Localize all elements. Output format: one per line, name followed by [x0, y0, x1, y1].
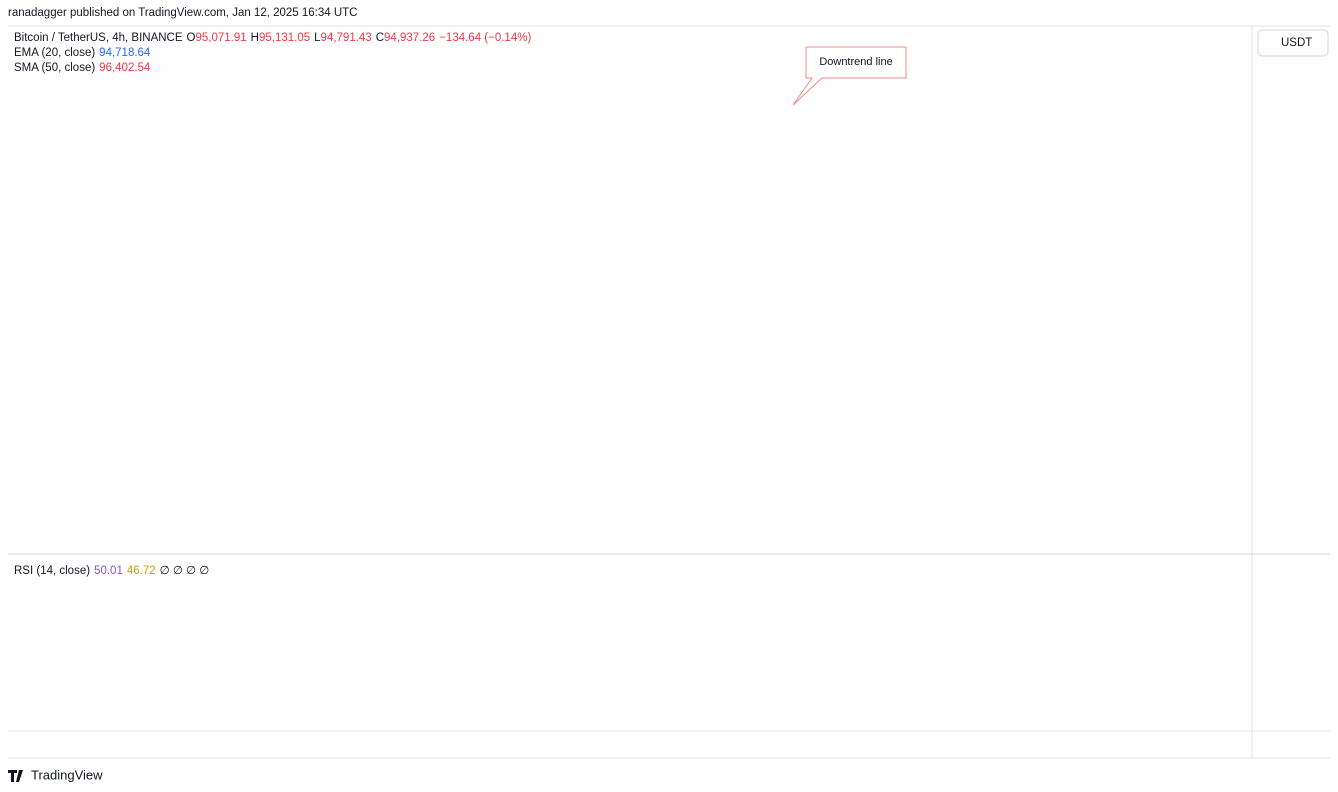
rsi-title: RSI (14, close) — [14, 565, 91, 577]
annotation-text: Downtrend line — [819, 56, 892, 68]
ohlc-value: 95,131.05 — [258, 32, 311, 44]
symbol: Bitcoin / TetherUS, 4h, BINANCE — [14, 32, 183, 44]
ohlc-key: O — [186, 32, 196, 44]
legend-value: 94,718.64 — [99, 47, 151, 59]
legend-value: 46.72 — [126, 565, 156, 577]
footer-logo: TradingView — [8, 767, 103, 782]
legend-value: 50.01 — [94, 565, 123, 577]
ohlc-key: H — [250, 32, 259, 44]
legend-row: Bitcoin / TetherUS, 4h, BINANCE O95,071.9… — [14, 32, 535, 44]
ohlc-value: 94,937.26 — [384, 32, 436, 44]
price-legend: Bitcoin / TetherUS, 4h, BINANCE O95,071.9… — [14, 32, 535, 74]
currency: USDT — [1281, 37, 1312, 49]
legend-row: EMA (20, close) 94,718.64 — [14, 47, 535, 59]
ohlc-key: C — [375, 32, 385, 44]
logo-mark — [8, 770, 23, 782]
annotation: Downtrend line — [792, 46, 907, 106]
legend-name: EMA (20, close) — [14, 47, 96, 59]
annotation-callout — [792, 46, 907, 106]
published-note: ranadagger published on TradingView.com,… — [8, 7, 358, 19]
legend-extra: ∅ ∅ ∅ ∅ — [159, 565, 210, 577]
brand: TradingView — [31, 767, 103, 782]
change: −134.64 (−0.14%) — [439, 32, 532, 44]
legend-row: SMA (50, close) 96,402.54 — [14, 62, 535, 74]
currency-button[interactable] — [1257, 29, 1329, 57]
ohlc-value: 94,791.43 — [320, 32, 372, 44]
ohlc-value: 95,071.91 — [195, 32, 247, 44]
legend-name: SMA (50, close) — [14, 62, 96, 74]
legend-value: 96,402.54 — [99, 62, 151, 74]
ohlc-key: L — [314, 32, 321, 44]
rsi-legend: RSI (14, close) 50.01 46.72 ∅ ∅ ∅ ∅ — [14, 563, 213, 577]
